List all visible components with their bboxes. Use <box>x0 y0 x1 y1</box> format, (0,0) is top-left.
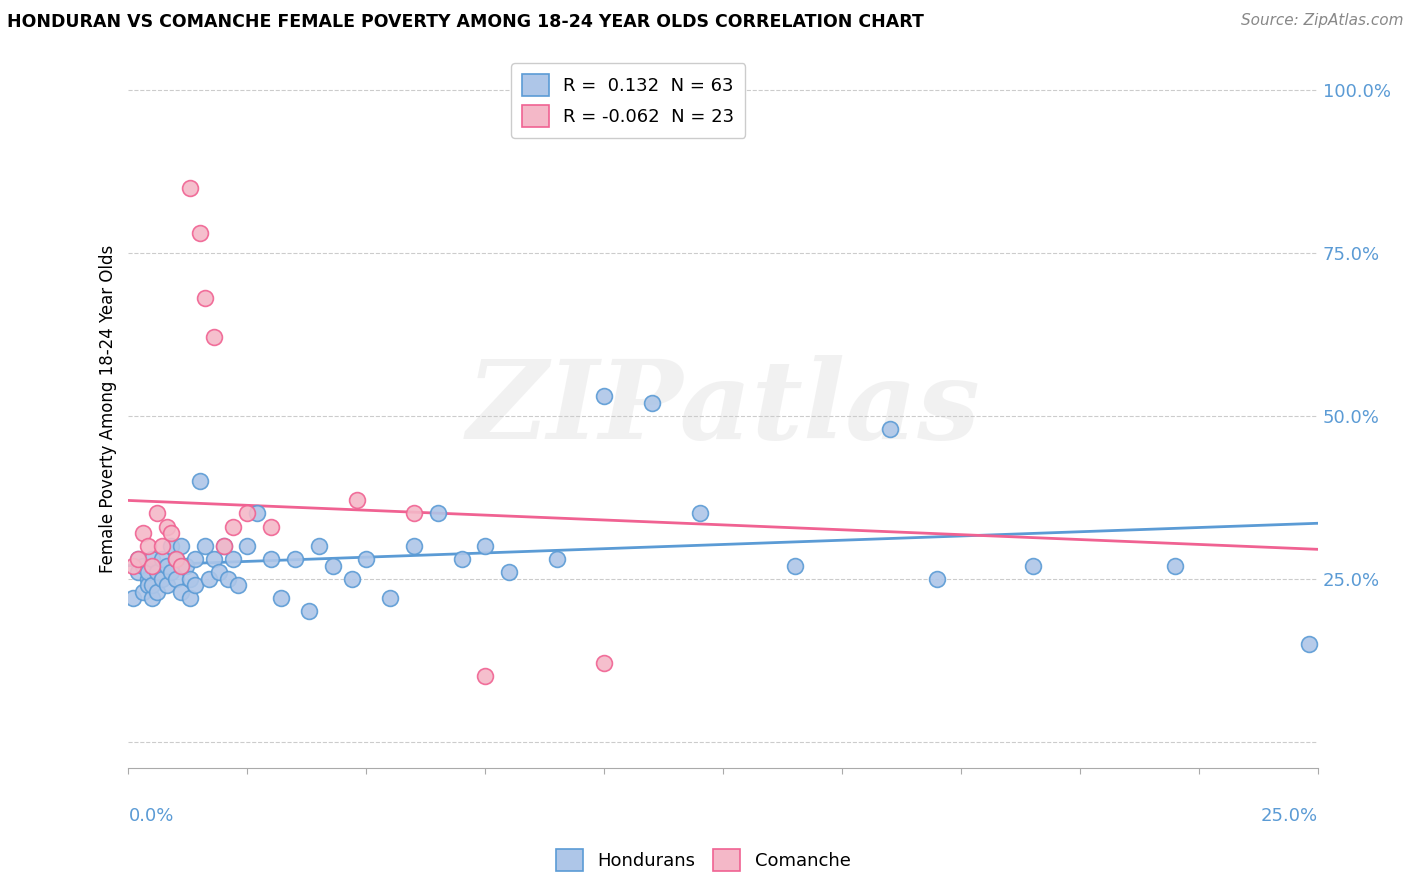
Point <box>402 507 425 521</box>
Point <box>150 572 173 586</box>
Point <box>212 539 235 553</box>
Point <box>170 584 193 599</box>
Point <box>426 507 449 521</box>
Point <box>146 507 169 521</box>
Text: HONDURAN VS COMANCHE FEMALE POVERTY AMONG 18-24 YEAR OLDS CORRELATION CHART: HONDURAN VS COMANCHE FEMALE POVERTY AMON… <box>7 13 924 31</box>
Text: Source: ZipAtlas.com: Source: ZipAtlas.com <box>1240 13 1403 29</box>
Point <box>194 539 217 553</box>
Legend: Hondurans, Comanche: Hondurans, Comanche <box>548 842 858 879</box>
Point <box>879 422 901 436</box>
Point <box>141 591 163 606</box>
Text: 25.0%: 25.0% <box>1261 807 1319 825</box>
Point <box>356 552 378 566</box>
Point <box>1298 637 1320 651</box>
Point <box>208 565 231 579</box>
Point <box>236 539 259 553</box>
Point <box>132 526 155 541</box>
Point <box>132 558 155 573</box>
Point <box>141 552 163 566</box>
Point <box>450 552 472 566</box>
Point <box>132 584 155 599</box>
Point <box>202 330 225 344</box>
Legend: R =  0.132  N = 63, R = -0.062  N = 23: R = 0.132 N = 63, R = -0.062 N = 23 <box>510 63 745 138</box>
Point <box>217 572 239 586</box>
Point <box>179 180 201 194</box>
Point <box>170 539 193 553</box>
Point <box>226 578 249 592</box>
Point <box>184 578 207 592</box>
Point <box>165 552 187 566</box>
Point <box>141 578 163 592</box>
Point <box>155 578 177 592</box>
Point <box>127 552 149 566</box>
Point <box>165 572 187 586</box>
Point <box>127 552 149 566</box>
Point <box>783 558 806 573</box>
Point <box>498 565 520 579</box>
Point <box>260 552 283 566</box>
Point <box>174 558 197 573</box>
Point <box>127 565 149 579</box>
Point <box>141 558 163 573</box>
Point <box>222 552 245 566</box>
Point <box>346 493 368 508</box>
Text: ZIPatlas: ZIPatlas <box>467 355 980 463</box>
Point <box>236 507 259 521</box>
Point <box>198 572 221 586</box>
Point <box>179 572 201 586</box>
Point <box>546 552 568 566</box>
Point <box>927 572 949 586</box>
Point <box>1164 558 1187 573</box>
Point <box>689 507 711 521</box>
Point <box>155 519 177 533</box>
Point <box>270 591 292 606</box>
Point <box>146 565 169 579</box>
Point <box>308 539 330 553</box>
Point <box>298 604 321 618</box>
Point <box>380 591 402 606</box>
Point <box>284 552 307 566</box>
Point <box>194 292 217 306</box>
Point <box>184 552 207 566</box>
Point <box>160 539 183 553</box>
Point <box>136 539 159 553</box>
Point <box>474 669 496 683</box>
Point <box>165 552 187 566</box>
Point <box>188 474 211 488</box>
Text: 0.0%: 0.0% <box>128 807 174 825</box>
Point <box>1021 558 1043 573</box>
Point <box>212 539 235 553</box>
Point <box>641 395 664 409</box>
Point <box>593 657 616 671</box>
Point <box>122 558 145 573</box>
Y-axis label: Female Poverty Among 18-24 Year Olds: Female Poverty Among 18-24 Year Olds <box>100 245 117 574</box>
Point <box>179 591 201 606</box>
Point <box>202 552 225 566</box>
Point <box>260 519 283 533</box>
Point <box>136 565 159 579</box>
Point <box>155 558 177 573</box>
Point <box>474 539 496 553</box>
Point <box>160 526 183 541</box>
Point <box>146 584 169 599</box>
Point <box>136 578 159 592</box>
Point <box>222 519 245 533</box>
Point <box>150 552 173 566</box>
Point <box>170 558 193 573</box>
Point <box>136 572 159 586</box>
Point <box>150 539 173 553</box>
Point <box>402 539 425 553</box>
Point <box>340 572 363 586</box>
Point <box>246 507 269 521</box>
Point <box>593 389 616 403</box>
Point <box>188 226 211 240</box>
Point <box>160 565 183 579</box>
Point <box>122 591 145 606</box>
Point <box>322 558 344 573</box>
